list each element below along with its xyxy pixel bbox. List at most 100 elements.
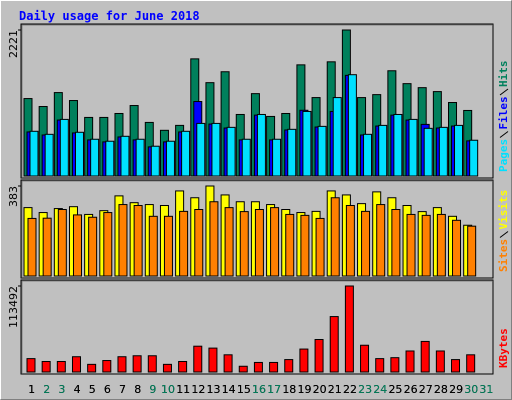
legend-label: Pages (497, 139, 510, 172)
legend-label: KBytes (497, 328, 510, 368)
bar (211, 122, 221, 177)
x-tick-label: 18 (282, 383, 296, 396)
bar (345, 205, 355, 277)
legend-label: Sites (497, 239, 510, 272)
x-tick-label: 22 (343, 383, 357, 396)
bar (361, 210, 371, 277)
bar (238, 365, 248, 373)
bar (71, 356, 81, 373)
bar (253, 361, 263, 373)
bar (150, 145, 160, 177)
bar (56, 360, 66, 373)
bar (118, 204, 128, 277)
bar (408, 118, 418, 177)
bar (105, 140, 115, 177)
bar (420, 340, 430, 373)
x-tick-label: 4 (74, 383, 81, 396)
panel-bevel (21, 280, 492, 373)
x-tick-label: 14 (222, 383, 236, 396)
x-tick-label: 28 (434, 383, 448, 396)
x-tick-label: 5 (89, 383, 96, 396)
x-tick-label: 26 (404, 383, 418, 396)
bar (376, 204, 386, 277)
x-tick-label: 7 (119, 383, 126, 396)
bar (454, 124, 464, 177)
x-tick-label: 12 (191, 383, 205, 396)
bar (224, 207, 234, 277)
panel-bevel (21, 24, 492, 177)
bar (347, 74, 357, 177)
x-tick-label: 14 (222, 383, 236, 396)
panel-bevel (21, 180, 492, 277)
x-tick-label: 1 (28, 383, 35, 396)
x-tick-label: 4 (74, 383, 81, 396)
bar (223, 354, 233, 373)
bar (452, 219, 462, 277)
x-tick-label: 8 (134, 383, 141, 396)
bar (363, 133, 373, 177)
bar (135, 138, 145, 177)
bar (103, 212, 113, 277)
chart-title: Daily usage for June 2018 (19, 9, 200, 23)
bar (269, 361, 279, 373)
x-tick-label: 17 (267, 383, 281, 396)
bar (90, 138, 100, 177)
x-tick-label: 27 (419, 383, 433, 396)
x-tick-label: 25 (388, 383, 402, 396)
bar (74, 131, 84, 177)
bar (72, 214, 82, 277)
bar (132, 355, 142, 373)
bar (209, 201, 219, 277)
x-tick-label: 6 (104, 383, 111, 396)
bar (165, 140, 175, 177)
legend-separator (499, 88, 509, 96)
x-tick-label: 15 (237, 383, 251, 396)
bar (435, 350, 445, 373)
bar (193, 345, 203, 373)
x-tick-label: 13 (207, 383, 221, 396)
bar (375, 358, 385, 373)
bar (285, 213, 295, 277)
bar (241, 138, 251, 177)
bar (360, 344, 370, 373)
x-tick-label: 22 (343, 383, 357, 396)
bar (196, 122, 206, 177)
bar (41, 360, 51, 373)
x-tick-label: 23 (358, 383, 372, 396)
bar (181, 130, 191, 177)
x-tick-label: 28 (434, 383, 448, 396)
bar (194, 208, 204, 277)
bar (390, 357, 400, 373)
bar (88, 216, 98, 277)
bar (254, 208, 264, 277)
x-tick-label: 24 (373, 383, 387, 396)
x-tick-label: 31 (479, 383, 493, 396)
bar (469, 139, 479, 177)
x-tick-label: 17 (267, 383, 281, 396)
x-tick-label: 30 (464, 383, 478, 396)
bar (270, 207, 280, 277)
bar (44, 133, 54, 177)
x-tick-label: 3 (58, 383, 65, 396)
bar (423, 127, 433, 177)
x-tick-label: 11 (176, 383, 190, 396)
x-tick-label: 5 (89, 383, 96, 396)
x-tick-label: 9 (149, 383, 156, 396)
bar (330, 197, 340, 277)
x-tick-label: 2 (43, 383, 50, 396)
x-tick-label: 8 (134, 383, 141, 396)
bar (117, 356, 127, 373)
x-tick-label: 19 (297, 383, 311, 396)
x-tick-label: 26 (404, 383, 418, 396)
bar (287, 128, 297, 177)
bar (421, 214, 431, 277)
bar (239, 211, 249, 277)
x-tick-label: 1 (28, 383, 35, 396)
x-tick-label: 11 (176, 383, 190, 396)
x-tick-label: 10 (161, 383, 175, 396)
legend-label: Visits (497, 190, 510, 230)
bar (148, 215, 158, 277)
x-tick-label: 25 (388, 383, 402, 396)
